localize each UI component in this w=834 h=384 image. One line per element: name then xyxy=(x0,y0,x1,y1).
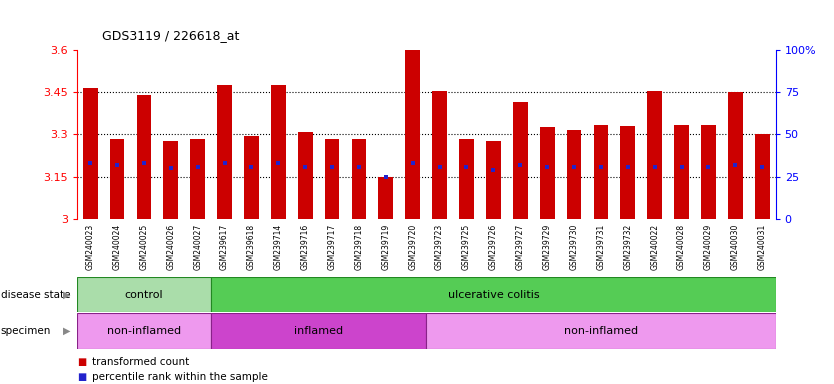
Bar xyxy=(77,277,211,312)
Bar xyxy=(244,136,259,219)
Bar xyxy=(211,277,776,312)
Text: GSM239717: GSM239717 xyxy=(328,223,337,270)
Text: GSM239718: GSM239718 xyxy=(354,223,364,270)
Text: GSM239714: GSM239714 xyxy=(274,223,283,270)
Bar xyxy=(77,313,211,349)
Bar xyxy=(647,91,662,219)
Text: ▶: ▶ xyxy=(63,326,70,336)
Bar xyxy=(271,85,286,219)
Text: GSM240027: GSM240027 xyxy=(193,223,202,270)
Text: GSM239727: GSM239727 xyxy=(515,223,525,270)
Bar xyxy=(217,85,232,219)
Text: GSM239719: GSM239719 xyxy=(381,223,390,270)
Text: GSM239720: GSM239720 xyxy=(408,223,417,270)
Bar xyxy=(620,126,636,219)
Bar xyxy=(755,134,770,219)
Bar xyxy=(459,139,474,219)
Bar xyxy=(540,127,555,219)
Text: GSM240024: GSM240024 xyxy=(113,223,122,270)
Bar xyxy=(513,102,528,219)
Text: GSM240022: GSM240022 xyxy=(651,223,659,270)
Text: GSM240026: GSM240026 xyxy=(166,223,175,270)
Text: transformed count: transformed count xyxy=(92,357,189,367)
Text: inflamed: inflamed xyxy=(294,326,344,336)
Text: GSM239617: GSM239617 xyxy=(220,223,229,270)
Bar xyxy=(352,139,366,219)
Text: GSM239726: GSM239726 xyxy=(489,223,498,270)
Text: GSM239732: GSM239732 xyxy=(623,223,632,270)
Bar xyxy=(701,124,716,219)
Text: GSM240031: GSM240031 xyxy=(757,223,766,270)
Text: GSM239731: GSM239731 xyxy=(596,223,605,270)
Text: GSM239716: GSM239716 xyxy=(301,223,309,270)
Bar xyxy=(109,139,124,219)
Text: GSM239729: GSM239729 xyxy=(543,223,551,270)
Text: GSM239723: GSM239723 xyxy=(435,223,445,270)
Bar xyxy=(324,139,339,219)
Text: percentile rank within the sample: percentile rank within the sample xyxy=(92,372,268,382)
Text: GSM240028: GSM240028 xyxy=(677,223,686,270)
Bar xyxy=(426,313,776,349)
Bar xyxy=(298,132,313,219)
Bar xyxy=(486,141,500,219)
Text: GSM240025: GSM240025 xyxy=(139,223,148,270)
Text: GSM239618: GSM239618 xyxy=(247,223,256,270)
Text: GSM240023: GSM240023 xyxy=(86,223,95,270)
Bar xyxy=(190,139,205,219)
Bar xyxy=(137,95,151,219)
Text: ▶: ▶ xyxy=(63,290,70,300)
Text: GSM240030: GSM240030 xyxy=(731,223,740,270)
Bar xyxy=(83,88,98,219)
Text: specimen: specimen xyxy=(1,326,51,336)
Bar xyxy=(566,130,581,219)
Text: ■: ■ xyxy=(77,357,86,367)
Text: ■: ■ xyxy=(77,372,86,382)
Bar xyxy=(432,91,447,219)
Bar xyxy=(594,124,608,219)
Bar xyxy=(728,92,743,219)
Text: GSM239730: GSM239730 xyxy=(570,223,579,270)
Text: ulcerative colitis: ulcerative colitis xyxy=(448,290,540,300)
Text: non-inflamed: non-inflamed xyxy=(564,326,638,336)
Text: GDS3119 / 226618_at: GDS3119 / 226618_at xyxy=(102,29,239,42)
Bar xyxy=(163,141,178,219)
Bar xyxy=(211,313,426,349)
Bar xyxy=(379,177,394,219)
Bar xyxy=(674,124,689,219)
Bar xyxy=(405,50,420,219)
Text: control: control xyxy=(124,290,163,300)
Text: GSM239725: GSM239725 xyxy=(462,223,471,270)
Text: GSM240029: GSM240029 xyxy=(704,223,713,270)
Text: non-inflamed: non-inflamed xyxy=(107,326,181,336)
Text: disease state: disease state xyxy=(1,290,70,300)
